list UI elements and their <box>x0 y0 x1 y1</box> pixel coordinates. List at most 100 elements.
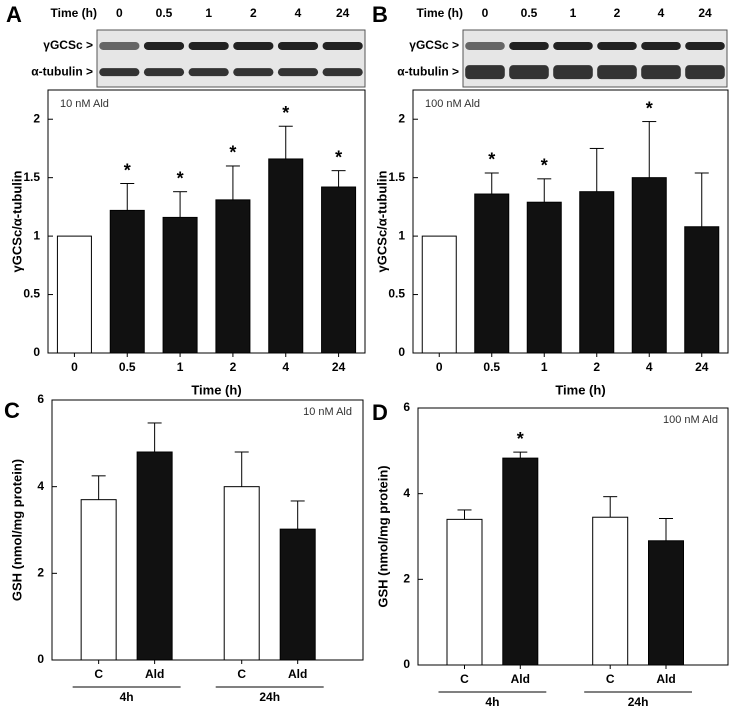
blot-row-label: α-tubulin > <box>31 64 93 78</box>
significance-star: * <box>124 160 131 180</box>
blot-band <box>685 41 725 50</box>
x-tick-label: 0.5 <box>483 360 500 374</box>
plot-frame <box>412 89 729 354</box>
blot-band <box>553 65 593 80</box>
bar <box>502 457 539 666</box>
blot-row-label: γGCSc > <box>43 38 93 52</box>
bar <box>446 518 483 666</box>
blot-title: Time (h) <box>51 6 97 20</box>
bar <box>162 216 198 354</box>
y-tick-label: 0.5 <box>23 287 40 301</box>
significance-star: * <box>646 98 653 118</box>
bar <box>56 235 92 354</box>
blot-band <box>685 65 725 80</box>
significance-star: * <box>177 168 184 188</box>
blot-band <box>509 65 549 80</box>
blot-band <box>641 65 681 80</box>
blot-band <box>233 68 274 77</box>
bar <box>631 177 667 354</box>
blot-lane-label: 0.5 <box>521 6 538 20</box>
bar <box>592 516 629 666</box>
blot-band <box>322 68 363 77</box>
x-tick-label: 2 <box>593 360 600 374</box>
blot-lane-label: 4 <box>295 6 302 20</box>
y-tick-label: 0 <box>33 345 40 359</box>
blot-lane-label: 4 <box>658 6 665 20</box>
y-axis-label: GSH (nmol/mg protein) <box>9 459 24 601</box>
x-tick-label: 1 <box>541 360 548 374</box>
bar <box>223 486 260 661</box>
significance-star: * <box>517 429 524 449</box>
blot-band <box>641 41 681 50</box>
bar <box>474 193 510 354</box>
bar <box>279 528 316 661</box>
plot-frame <box>47 89 366 354</box>
x-tick-label: C <box>460 672 469 686</box>
annotation: 100 nM Ald <box>663 414 718 426</box>
blot-band <box>277 68 319 77</box>
x-tick-label: C <box>606 672 615 686</box>
x-axis-label: Time (h) <box>555 382 605 397</box>
x-tick-label: C <box>237 667 246 681</box>
blot-band <box>509 41 549 50</box>
x-tick-label: 0.5 <box>119 360 136 374</box>
annotation: 100 nM Ald <box>425 98 480 110</box>
x-tick-label: 0 <box>71 360 78 374</box>
y-tick-label: 1 <box>398 228 405 242</box>
significance-star: * <box>282 103 289 123</box>
y-tick-label: 0 <box>37 652 44 666</box>
panel-letter: B <box>372 2 388 27</box>
plot-frame <box>417 407 729 666</box>
panel-letter: A <box>6 2 22 27</box>
x-tick-label: Ald <box>511 672 530 686</box>
bar <box>80 499 117 661</box>
panel-letter: D <box>372 400 388 425</box>
y-tick-label: 0.5 <box>388 287 405 301</box>
blot-lane-label: 0 <box>116 6 123 20</box>
y-tick-label: 6 <box>403 400 410 414</box>
bar <box>321 186 357 354</box>
blot-band <box>553 41 593 50</box>
annotation: 10 nM Ald <box>303 406 352 418</box>
blot-band <box>188 41 229 50</box>
bar <box>526 201 562 354</box>
x-axis-label: Time (h) <box>191 382 241 397</box>
blot-lane-label: 2 <box>250 6 257 20</box>
blot-band <box>99 41 140 50</box>
blot-row-label: γGCSc > <box>409 38 459 52</box>
x-tick-label: 4 <box>282 360 289 374</box>
group-label: 4h <box>120 690 134 704</box>
x-tick-label: 1 <box>177 360 184 374</box>
bar <box>215 199 251 354</box>
blot-band <box>597 65 637 80</box>
x-tick-label: C <box>94 667 103 681</box>
y-tick-label: 4 <box>403 486 410 500</box>
bar <box>136 451 173 661</box>
annotation: 10 nM Ald <box>60 98 109 110</box>
panel-letter: C <box>4 398 20 423</box>
bar <box>648 540 684 666</box>
y-axis-label: γGCSc/α-tubulin <box>374 171 389 273</box>
x-tick-label: Ald <box>145 667 164 681</box>
y-tick-label: 2 <box>403 572 410 586</box>
blot-band <box>143 68 185 77</box>
blot-lane-label: 24 <box>336 6 350 20</box>
bar <box>421 235 457 354</box>
y-tick-label: 2 <box>37 566 44 580</box>
blot-row-label: α-tubulin > <box>397 64 459 78</box>
blot-lane-label: 1 <box>570 6 577 20</box>
significance-star: * <box>229 143 236 163</box>
blot-lane-label: 2 <box>614 6 621 20</box>
y-axis-label: GSH (nmol/mg protein) <box>375 465 390 607</box>
blot-band <box>465 41 505 50</box>
significance-star: * <box>335 147 342 167</box>
blot-band <box>465 65 505 80</box>
x-tick-label: 24 <box>695 360 709 374</box>
bar <box>684 226 720 354</box>
blot-lane-label: 0.5 <box>156 6 173 20</box>
blot-band <box>143 41 185 50</box>
group-label: 24h <box>628 695 649 706</box>
x-tick-label: 0 <box>436 360 443 374</box>
y-tick-label: 1 <box>33 228 40 242</box>
